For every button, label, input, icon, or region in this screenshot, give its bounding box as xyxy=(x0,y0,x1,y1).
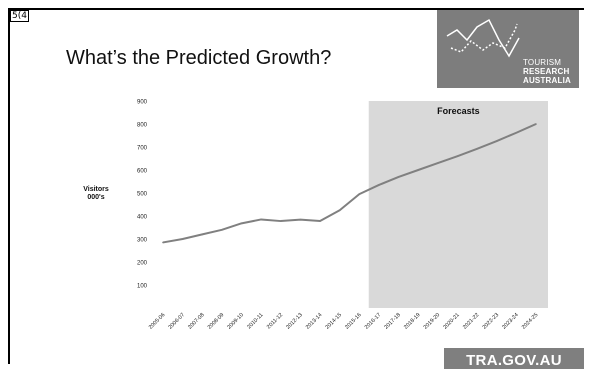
data-point xyxy=(437,162,439,164)
data-point xyxy=(535,123,537,125)
y-axis-title: Visitors 000's xyxy=(70,186,122,202)
data-point xyxy=(260,218,262,221)
logo-line-tourism: TOURISM xyxy=(522,58,562,67)
slide-number: 5(4 xyxy=(10,10,29,22)
forecast-band xyxy=(368,101,548,308)
x-tick-label: 2024-25 xyxy=(521,312,540,331)
x-tick-label: 2019-20 xyxy=(423,312,442,331)
x-tick-label: 2013-14 xyxy=(305,312,324,331)
data-point xyxy=(397,176,400,178)
footer-bar: TRA.GOV.AU xyxy=(444,348,584,369)
footer-url[interactable]: TRA.GOV.AU xyxy=(466,352,562,369)
y-tick-label: 600 xyxy=(137,169,148,175)
x-tick-label: 2007-08 xyxy=(187,312,206,331)
x-tick-label: 2012-13 xyxy=(285,312,304,331)
visitors-series-line xyxy=(162,123,537,244)
data-point xyxy=(240,222,243,225)
x-tick-label: 2016-17 xyxy=(364,312,383,331)
y-tick-label: 400 xyxy=(137,215,148,221)
data-point xyxy=(299,218,302,221)
x-tick-label: 2018-19 xyxy=(403,312,422,331)
x-tick-label: 2015-16 xyxy=(344,312,363,331)
data-point xyxy=(456,155,459,157)
x-tick-label: 2009-10 xyxy=(226,312,245,331)
data-point xyxy=(417,169,420,171)
x-tick-label: 2021-22 xyxy=(462,312,481,331)
y-tick-label: 500 xyxy=(137,192,148,198)
y-tick-label: 700 xyxy=(137,146,148,152)
tourism-research-australia-logo: TOURISM RESEARCH AUSTRALIA xyxy=(437,10,579,88)
data-point xyxy=(221,229,223,231)
x-tick-label: 2005-06 xyxy=(148,312,167,331)
x-tick-label: 2022-23 xyxy=(482,312,501,331)
trend-lines-icon xyxy=(446,18,520,58)
x-tick-label: 2011-12 xyxy=(266,312,284,330)
data-point xyxy=(515,131,518,134)
data-point xyxy=(181,238,184,240)
left-border-rule xyxy=(8,8,10,364)
y-tick-label: 900 xyxy=(137,100,148,106)
data-point xyxy=(495,140,498,142)
x-tick-label: 2014-15 xyxy=(325,312,344,331)
y-tick-label: 800 xyxy=(137,123,148,129)
data-point xyxy=(358,193,361,195)
logo-line-research: RESEARCH xyxy=(522,67,570,76)
forecast-label: Forecasts xyxy=(437,106,480,116)
slide-title: What’s the Predicted Growth? xyxy=(66,47,332,69)
data-point xyxy=(476,148,478,150)
data-point xyxy=(201,233,204,236)
y-axis-title-line: Visitors xyxy=(83,186,109,193)
x-tick-label: 2010-11 xyxy=(246,312,264,330)
data-point xyxy=(338,209,341,212)
data-point xyxy=(279,220,282,222)
x-tick-label: 2006-07 xyxy=(168,312,187,331)
data-point xyxy=(319,220,321,222)
top-border-rule xyxy=(8,8,584,10)
x-tick-label: 2008-09 xyxy=(207,312,226,331)
y-tick-label: 100 xyxy=(137,284,148,290)
y-axis-title-line: 000's xyxy=(87,194,105,201)
x-tick-label: 2017-18 xyxy=(383,312,402,331)
data-point xyxy=(378,184,380,186)
y-tick-label: 200 xyxy=(137,261,148,267)
data-point xyxy=(162,241,164,244)
y-tick-label: 300 xyxy=(137,238,148,244)
x-tick-label: 2023-24 xyxy=(501,312,520,331)
logo-line-australia: AUSTRALIA xyxy=(522,76,571,85)
x-tick-label: 2020-21 xyxy=(442,312,461,331)
